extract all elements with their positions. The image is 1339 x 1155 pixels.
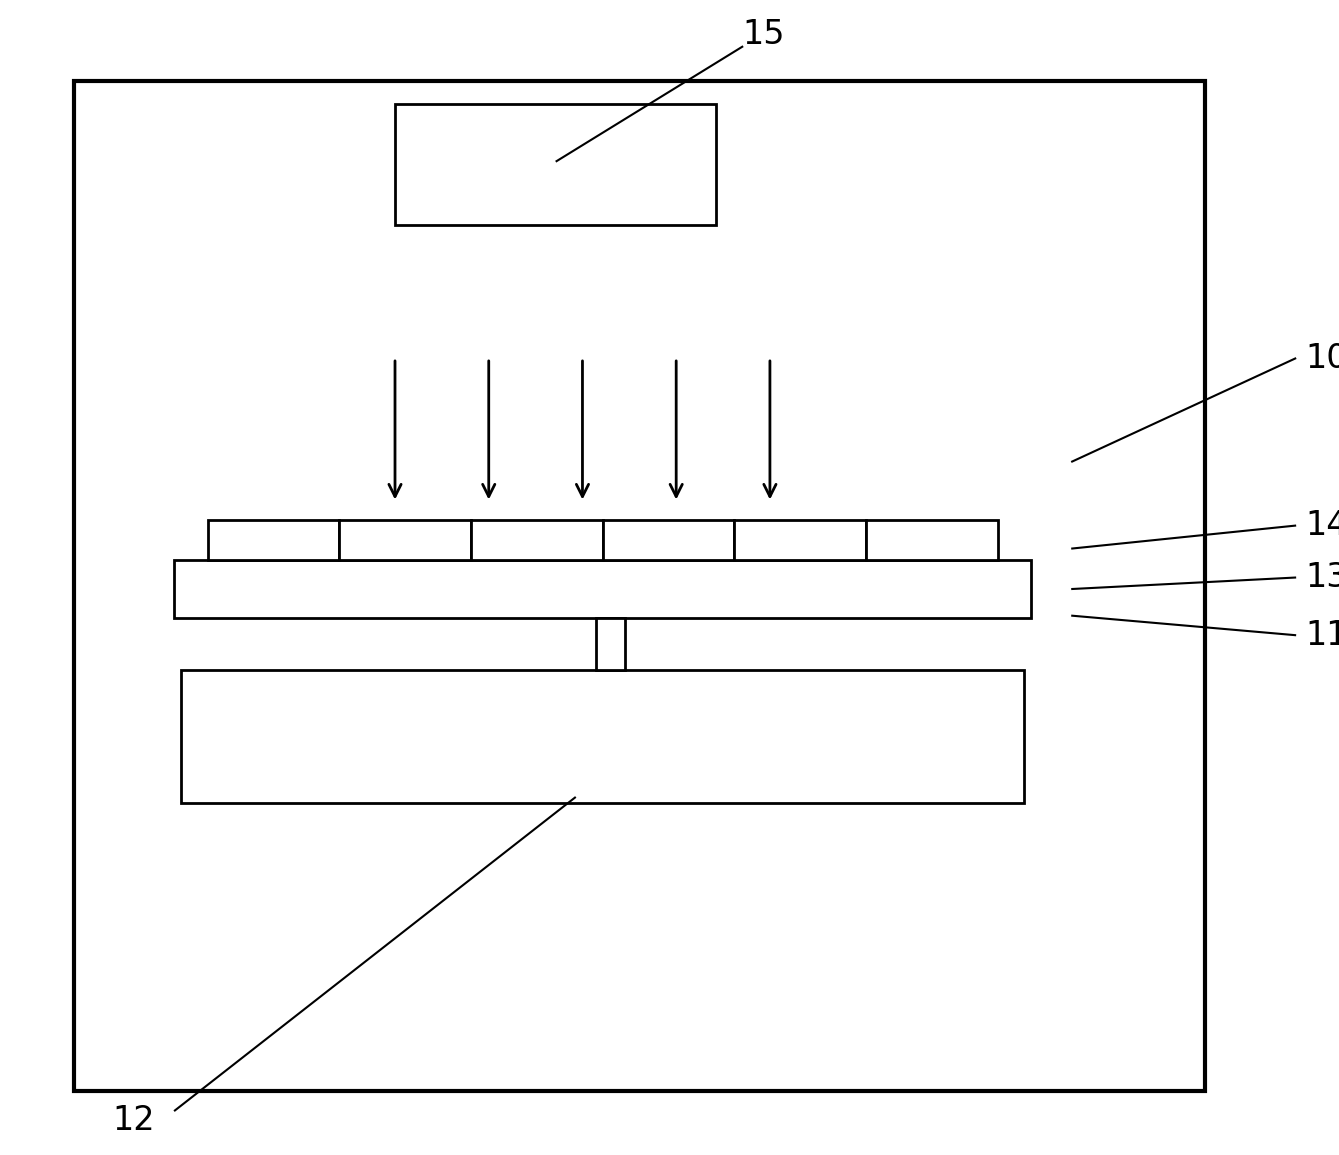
Bar [866, 520, 998, 560]
Text: 10: 10 [1306, 342, 1339, 374]
Bar [208, 520, 339, 560]
Text: 12: 12 [112, 1104, 155, 1137]
Bar [74, 81, 1205, 1091]
Bar [174, 560, 1031, 618]
Text: 13: 13 [1306, 561, 1339, 594]
Bar [471, 520, 603, 560]
Bar [181, 670, 1024, 803]
Text: 14: 14 [1306, 509, 1339, 542]
Bar [734, 520, 866, 560]
Bar [395, 104, 716, 225]
Text: 11: 11 [1306, 619, 1339, 651]
Bar [596, 618, 625, 670]
Bar [339, 520, 471, 560]
Bar [603, 520, 734, 560]
Text: 15: 15 [742, 18, 785, 51]
